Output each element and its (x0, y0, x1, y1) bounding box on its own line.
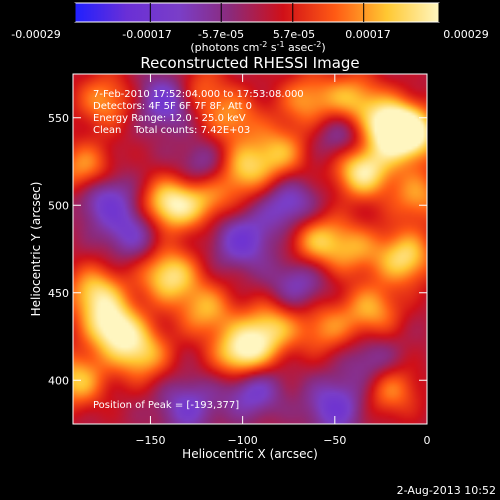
peak-position-text: Position of Peak = [-193,377] (93, 400, 239, 411)
heatmap-raster (73, 74, 427, 424)
colorbar: -0.00029 -0.00017 -5.7e-05 5.7e-05 0.000… (11, 2, 489, 54)
x-tick-label: −50 (323, 434, 346, 447)
colorbar-units: (photons cm-2 s-1 asec-2) (190, 40, 325, 54)
colorbar-tick-label: 0.00029 (443, 28, 489, 41)
energy-range-text: Energy Range: 12.0 - 25.0 keV (93, 113, 246, 124)
detectors-text: Detectors: 4F 5F 6F 7F 8F, Att 0 (93, 101, 252, 112)
colorbar-tick-label: 0.00017 (345, 28, 391, 41)
colorbar-strip (74, 2, 440, 23)
y-tick-label: 400 (48, 374, 69, 387)
time-range-text: 7-Feb-2010 17:52:04.000 to 17:53:08.000 (93, 89, 304, 100)
colorbar-tick-label: -5.7e-05 (198, 28, 244, 41)
x-axis-title: Heliocentric X (arcsec) (182, 447, 318, 461)
colorbar-tick-label: 5.7e-05 (273, 28, 315, 41)
y-axis-title: Heliocentric Y (arcsec) (29, 182, 43, 317)
y-tick-label: 450 (48, 287, 69, 300)
y-tick-label: 500 (48, 199, 69, 212)
heatmap-image (72, 73, 428, 425)
x-tick-label: −100 (228, 434, 258, 447)
y-tick-label: 550 (48, 112, 69, 125)
chart-title: Reconstructed RHESSI Image (140, 54, 359, 72)
y-axis: 400 450 500 550 (48, 112, 427, 387)
colorbar-tick-label: -0.00029 (11, 28, 60, 41)
x-tick-label: 0 (424, 434, 431, 447)
plot-frame (72, 73, 428, 425)
colorbar-ticks (74, 3, 440, 22)
observation-info: 7-Feb-2010 17:52:04.000 to 17:53:08.000 … (93, 89, 304, 411)
plot-timestamp: 2-Aug-2013 10:52 (397, 484, 496, 497)
colorbar-tick-label: -0.00017 (122, 28, 171, 41)
x-tick-label: −150 (135, 434, 165, 447)
x-axis: −150 −100 −50 0 (135, 74, 431, 447)
clean-counts-text: Clean Total counts: 7.42E+03 (93, 125, 250, 136)
